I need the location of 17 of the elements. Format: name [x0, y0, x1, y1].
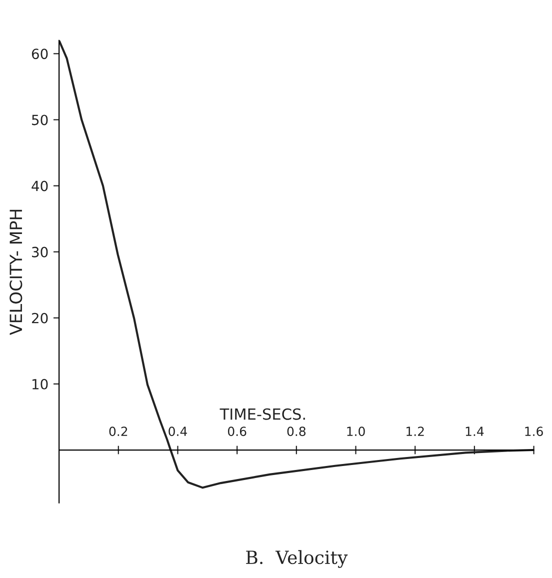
x-tick-label: 1.0	[347, 426, 365, 436]
x-tick-label: 1.4	[466, 426, 484, 436]
x-tick-label: 1.2	[406, 426, 424, 436]
y-axis-title: VELOCITY- MPH	[10, 210, 22, 335]
y-tick-label: 30	[32, 246, 48, 258]
x-tick-label: 1.6	[525, 426, 543, 436]
y-tick-label: 50	[32, 114, 48, 126]
x-tick-label: 0.4	[168, 426, 187, 436]
x-tick-label: 0.6	[228, 426, 246, 436]
x-tick-label: 0.2	[109, 426, 128, 436]
x-tick-label: 0.8	[287, 426, 306, 436]
x-axis-title: TIME-SECS.	[220, 408, 305, 420]
text: B. Velocity	[246, 550, 348, 568]
y-tick-label: 60	[32, 48, 48, 60]
y-tick-label: 40	[32, 180, 48, 192]
y-tick-label: 20	[32, 312, 48, 324]
y-tick-label: 10	[32, 378, 48, 390]
